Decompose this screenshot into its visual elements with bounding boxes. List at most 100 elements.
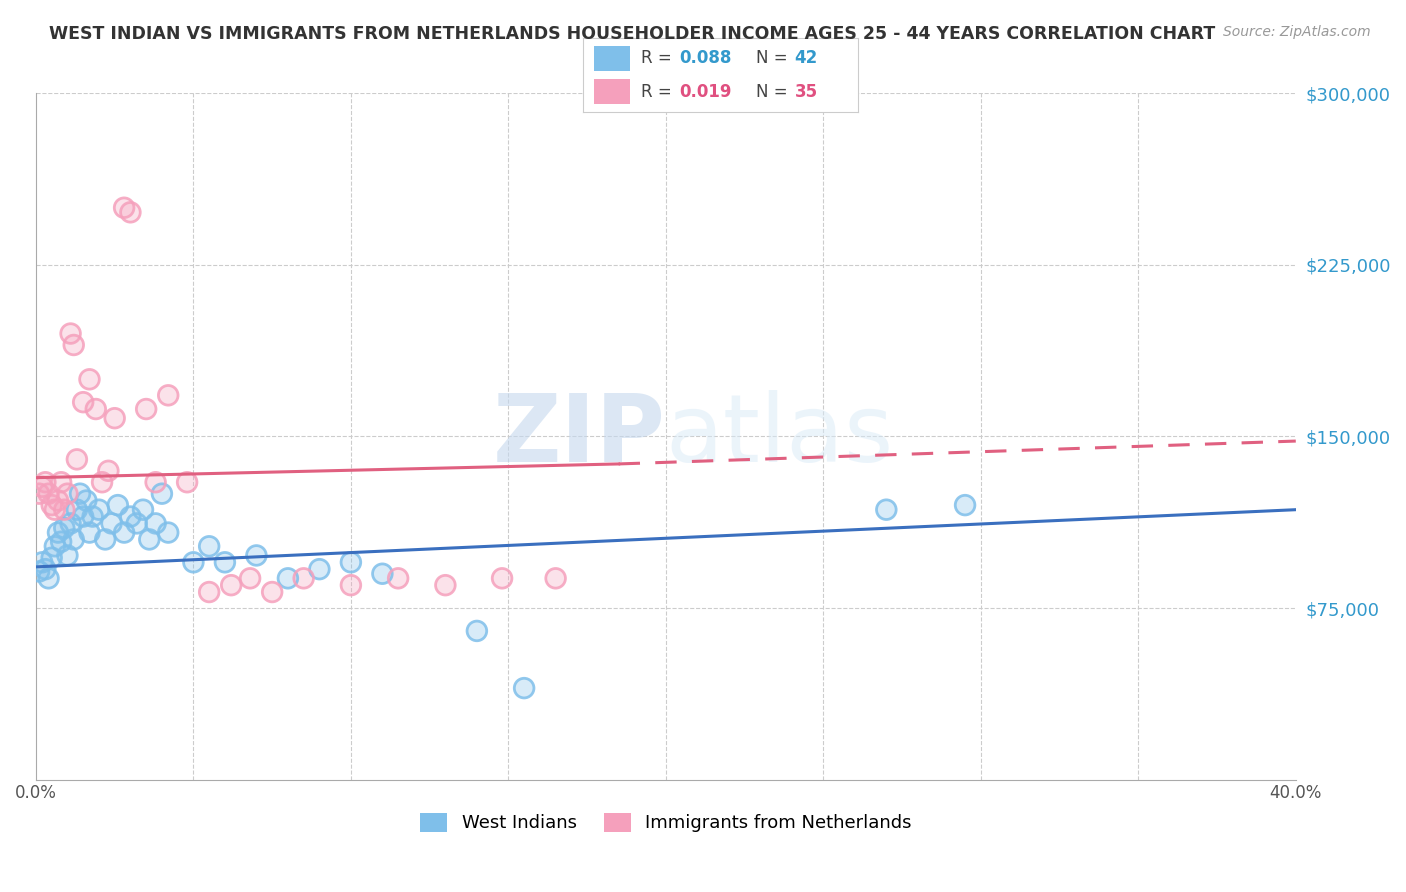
Point <box>53 502 76 516</box>
Point <box>120 509 142 524</box>
Point <box>465 624 488 638</box>
Point <box>84 402 107 417</box>
Point <box>112 201 135 215</box>
Point <box>87 502 110 516</box>
Point <box>953 498 976 512</box>
Point <box>198 585 221 599</box>
Point <box>79 525 101 540</box>
Text: WEST INDIAN VS IMMIGRANTS FROM NETHERLANDS HOUSEHOLDER INCOME AGES 25 - 44 YEARS: WEST INDIAN VS IMMIGRANTS FROM NETHERLAN… <box>49 25 1215 43</box>
Point <box>46 493 69 508</box>
Point <box>100 516 122 531</box>
Point <box>157 525 180 540</box>
Point <box>953 498 976 512</box>
Point <box>544 571 567 585</box>
Point <box>308 562 330 576</box>
Text: R =: R = <box>641 49 678 67</box>
Legend: West Indians, Immigrants from Netherlands: West Indians, Immigrants from Netherland… <box>420 813 911 832</box>
Point <box>340 555 363 569</box>
Point <box>132 502 155 516</box>
Point <box>66 502 89 516</box>
Point <box>145 475 167 490</box>
Point <box>41 498 63 512</box>
Point <box>75 493 97 508</box>
Point <box>46 525 69 540</box>
Point <box>434 578 457 592</box>
Point <box>56 549 79 563</box>
Point <box>112 525 135 540</box>
Point <box>84 402 107 417</box>
Text: 42: 42 <box>794 49 818 67</box>
Point <box>59 326 82 341</box>
Point <box>387 571 409 585</box>
Point <box>44 502 66 516</box>
Text: 35: 35 <box>794 83 818 101</box>
Point <box>176 475 198 490</box>
Point <box>59 326 82 341</box>
Point <box>104 411 127 425</box>
Point <box>245 549 267 563</box>
Point <box>38 486 60 500</box>
Point <box>44 539 66 553</box>
Text: N =: N = <box>756 49 793 67</box>
Point <box>79 372 101 386</box>
Point <box>75 493 97 508</box>
Point <box>183 555 205 569</box>
Point <box>245 549 267 563</box>
Point <box>53 521 76 535</box>
Point <box>31 555 53 569</box>
Point <box>138 533 160 547</box>
Point <box>145 475 167 490</box>
Point <box>434 578 457 592</box>
Point <box>46 525 69 540</box>
Point <box>135 402 157 417</box>
Point <box>38 571 60 585</box>
Point <box>107 498 129 512</box>
Point <box>214 555 236 569</box>
Text: Source: ZipAtlas.com: Source: ZipAtlas.com <box>1223 25 1371 39</box>
Point <box>198 539 221 553</box>
Point <box>62 533 84 547</box>
Point <box>112 525 135 540</box>
Point <box>79 372 101 386</box>
Point <box>94 533 117 547</box>
Point <box>66 502 89 516</box>
Point <box>79 525 101 540</box>
Point <box>491 571 513 585</box>
Point <box>371 566 394 581</box>
Point <box>31 480 53 494</box>
Point <box>34 562 56 576</box>
Point <box>49 475 72 490</box>
Bar <box>595 79 630 104</box>
Point <box>465 624 488 638</box>
Point <box>34 475 56 490</box>
Point <box>72 395 94 409</box>
Point <box>82 509 104 524</box>
Point <box>56 486 79 500</box>
Text: atlas: atlas <box>666 391 894 483</box>
Point <box>94 533 117 547</box>
Point <box>513 681 536 695</box>
Point <box>46 493 69 508</box>
Point <box>262 585 284 599</box>
Point <box>239 571 262 585</box>
Point <box>135 402 157 417</box>
Point <box>53 502 76 516</box>
Point <box>104 411 127 425</box>
Point <box>38 571 60 585</box>
Point <box>125 516 148 531</box>
Point <box>112 201 135 215</box>
Point <box>34 475 56 490</box>
Point <box>176 475 198 490</box>
Point <box>53 521 76 535</box>
Point <box>340 578 363 592</box>
Point <box>41 550 63 565</box>
Text: ZIP: ZIP <box>494 391 666 483</box>
Point <box>308 562 330 576</box>
Point <box>292 571 315 585</box>
Point <box>62 338 84 352</box>
Point <box>513 681 536 695</box>
Text: 0.019: 0.019 <box>679 83 733 101</box>
Point <box>44 502 66 516</box>
Point <box>150 486 173 500</box>
Point <box>157 525 180 540</box>
